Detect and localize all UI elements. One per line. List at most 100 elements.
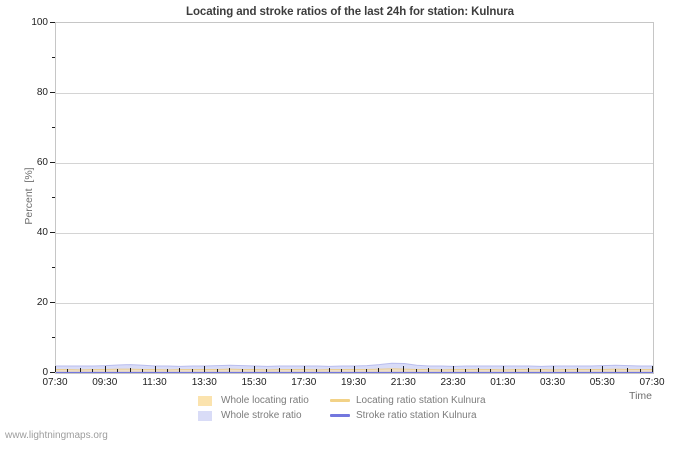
x-tick-label: 21:30 [390,377,416,388]
gridline-y-80 [56,92,653,94]
x-tick-minor [291,368,293,372]
legend-label: Whole stroke ratio [221,410,302,421]
y-tick-label: 100 [31,17,48,28]
legend-label: Whole locating ratio [221,395,309,406]
x-tick-major [652,366,653,372]
gridline-y-20 [56,302,653,304]
x-tick-major [55,366,56,372]
legend-column-areas: Whole locating ratio Whole stroke ratio [198,395,309,425]
x-tick-major [453,366,454,372]
x-tick-minor [67,368,69,372]
legend-item: Stroke ratio station Kulnura [330,410,486,421]
chart-title: Locating and stroke ratios of the last 2… [186,6,514,18]
legend-label: Locating ratio station Kulnura [356,395,486,406]
x-tick-minor [577,367,579,372]
x-tick-label: 07:30 [639,377,665,388]
legend-column-lines: Locating ratio station Kulnura Stroke rat… [330,395,486,425]
y-tick-label: 0 [42,367,48,378]
whole-stroke-ratio-edge [56,362,653,367]
y-tick-major [50,162,55,163]
x-tick-minor [515,368,517,372]
x-tick-major [303,366,305,372]
x-tick-label: 01:30 [490,377,516,388]
x-tick-label: 23:30 [440,377,466,388]
x-tick-minor [540,368,542,372]
x-tick-minor [378,367,380,372]
x-tick-minor [229,367,231,372]
x-tick-minor [440,368,442,372]
x-tick-label: 17:30 [291,377,317,388]
y-tick-minor [52,267,55,268]
plot-area [55,22,654,374]
legend-swatch-icon [198,410,212,421]
y-tick-major [50,22,55,23]
x-tick-major [602,366,604,372]
x-tick-minor [278,367,280,372]
y-tick-major [50,372,55,373]
x-tick-minor [477,367,479,372]
x-tick-minor [241,368,243,372]
x-tick-minor [316,368,318,372]
x-tick-label: 11:30 [142,377,167,388]
x-tick-minor [179,367,181,372]
data-series-svg [56,362,653,373]
x-tick-minor [142,368,144,372]
x-axis-title: Time [629,390,652,402]
x-tick-minor [564,368,566,372]
x-tick-major [204,366,206,372]
x-tick-minor [328,367,330,372]
gridline-y-40 [56,232,653,234]
x-tick-minor [490,368,492,372]
x-tick-minor [639,368,641,372]
y-tick-label: 40 [36,227,48,238]
x-tick-minor [415,368,417,372]
x-tick-minor [390,368,392,372]
x-tick-major [353,366,355,372]
gridline-y-60 [56,162,653,164]
x-tick-label: 05:30 [589,377,615,388]
x-tick-minor [129,367,131,372]
x-tick-major [104,366,106,372]
x-tick-minor [428,367,430,372]
y-tick-label: 60 [36,157,48,168]
legend-item: Whole locating ratio [198,395,309,406]
x-tick-label: 19:30 [340,377,367,388]
x-tick-minor [589,368,591,372]
legend-label: Stroke ratio station Kulnura [356,410,477,421]
x-tick-minor [341,368,343,372]
x-tick-minor [627,367,629,372]
x-tick-label: 07:30 [42,377,68,388]
y-tick-label: 20 [36,297,48,308]
x-tick-major [552,366,554,372]
legend-line-icon [330,414,350,417]
watermark: www.lightningmaps.org [5,430,108,441]
x-tick-minor [266,368,268,372]
y-tick-minor [52,337,55,338]
x-tick-minor [166,368,168,372]
x-tick-major [403,366,405,372]
x-tick-major [502,366,504,372]
y-tick-label: 80 [36,87,48,98]
x-tick-minor [117,368,119,372]
x-tick-major [254,366,255,372]
x-tick-minor [191,368,193,372]
x-tick-minor [527,367,529,372]
x-tick-major [154,366,156,372]
y-tick-minor [52,197,55,198]
x-tick-minor [216,368,218,372]
x-tick-label: 03:30 [539,377,566,388]
x-tick-minor [79,367,81,372]
x-tick-minor [92,368,94,372]
legend-swatch-icon [198,395,212,406]
legend-line-icon [330,399,350,402]
y-tick-major [50,232,55,233]
x-tick-label: 09:30 [92,377,118,388]
x-tick-minor [465,368,467,372]
y-tick-minor [52,57,55,58]
x-tick-minor [614,368,616,372]
x-tick-minor [365,368,367,372]
legend-item: Locating ratio station Kulnura [330,395,486,406]
x-tick-label: 13:30 [191,377,217,388]
x-tick-label: 15:30 [241,377,267,388]
